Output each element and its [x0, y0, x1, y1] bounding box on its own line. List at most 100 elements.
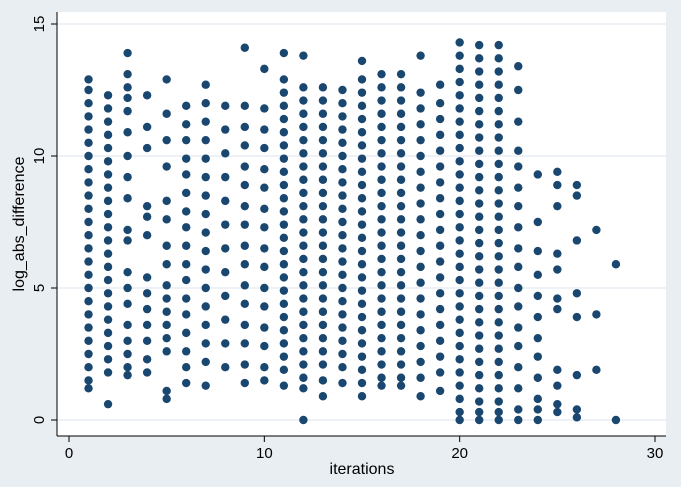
data-point: [279, 75, 289, 84]
data-point: [357, 352, 367, 361]
data-point: [377, 267, 386, 277]
data-point: [299, 122, 308, 132]
data-point: [514, 323, 523, 332]
data-point: [514, 244, 523, 253]
data-point: [455, 407, 464, 417]
data-point: [377, 188, 386, 198]
data-point: [221, 101, 230, 111]
data-point: [377, 373, 386, 382]
data-point: [533, 246, 542, 256]
data-point: [338, 178, 347, 187]
data-point: [279, 48, 289, 58]
data-point: [318, 267, 328, 277]
data-point: [162, 281, 171, 290]
data-point: [240, 260, 249, 269]
data-point: [182, 241, 191, 250]
data-point: [475, 54, 484, 63]
data-point: [338, 244, 347, 253]
data-point: [494, 318, 503, 327]
data-point: [533, 394, 542, 404]
data-point: [84, 191, 93, 200]
data-point: [357, 260, 367, 269]
data-point: [318, 122, 328, 132]
data-point: [475, 370, 484, 380]
data-point: [357, 220, 367, 229]
data-point: [84, 376, 93, 385]
data-point: [260, 165, 269, 174]
data-point: [299, 254, 308, 264]
data-point: [279, 352, 289, 361]
data-point: [201, 320, 210, 330]
data-point: [357, 194, 367, 203]
data-point: [494, 106, 503, 116]
data-point: [299, 281, 308, 290]
data-point: [494, 278, 503, 287]
data-point: [377, 135, 386, 145]
data-point: [123, 106, 132, 116]
data-point: [357, 114, 367, 124]
data-point: [435, 162, 445, 171]
data-point: [357, 167, 367, 177]
data-point: [435, 178, 445, 187]
data-point: [260, 376, 269, 385]
data-point: [182, 101, 191, 111]
data-point: [201, 99, 210, 108]
data-point: [435, 273, 445, 282]
data-point: [455, 275, 464, 285]
data-point: [357, 233, 367, 243]
data-point: [494, 186, 503, 195]
data-point: [299, 188, 308, 198]
data-point: [299, 201, 308, 211]
data-point: [142, 122, 152, 132]
data-point: [435, 320, 445, 330]
data-point: [377, 281, 386, 290]
data-point: [416, 262, 425, 272]
data-point: [84, 75, 93, 84]
data-point: [103, 196, 113, 206]
data-point: [475, 93, 484, 103]
data-point: [201, 265, 210, 274]
data-point: [514, 201, 523, 211]
data-point: [494, 415, 503, 425]
data-point: [182, 120, 191, 129]
data-point: [396, 69, 406, 79]
data-point: [182, 294, 191, 303]
data-point: [318, 392, 328, 401]
data-point: [221, 172, 230, 182]
data-point: [279, 339, 289, 348]
data-point: [514, 405, 523, 414]
data-point: [299, 51, 308, 60]
data-point: [240, 281, 249, 290]
data-point: [279, 260, 289, 269]
data-point: [338, 297, 347, 306]
data-point: [279, 381, 289, 390]
data-point: [162, 320, 171, 330]
data-point: [182, 275, 191, 285]
data-point: [162, 394, 171, 404]
data-point: [494, 397, 503, 406]
data-point: [84, 310, 93, 319]
data-point: [299, 267, 308, 277]
data-point: [279, 114, 289, 124]
data-point: [103, 328, 113, 338]
data-point: [318, 360, 328, 369]
data-point: [318, 294, 328, 303]
data-point: [84, 349, 93, 359]
data-point: [396, 228, 406, 237]
data-point: [514, 146, 523, 155]
data-point: [357, 128, 367, 137]
data-point: [396, 320, 406, 330]
data-point: [435, 80, 445, 89]
data-point: [123, 48, 132, 58]
data-point: [514, 302, 523, 311]
data-point: [357, 365, 367, 375]
data-point: [416, 294, 425, 303]
data-point: [260, 323, 269, 332]
data-point: [123, 363, 132, 372]
data-point: [318, 347, 328, 356]
data-point: [435, 257, 445, 266]
data-point: [103, 117, 113, 126]
data-point: [455, 130, 464, 140]
data-point: [396, 201, 406, 211]
